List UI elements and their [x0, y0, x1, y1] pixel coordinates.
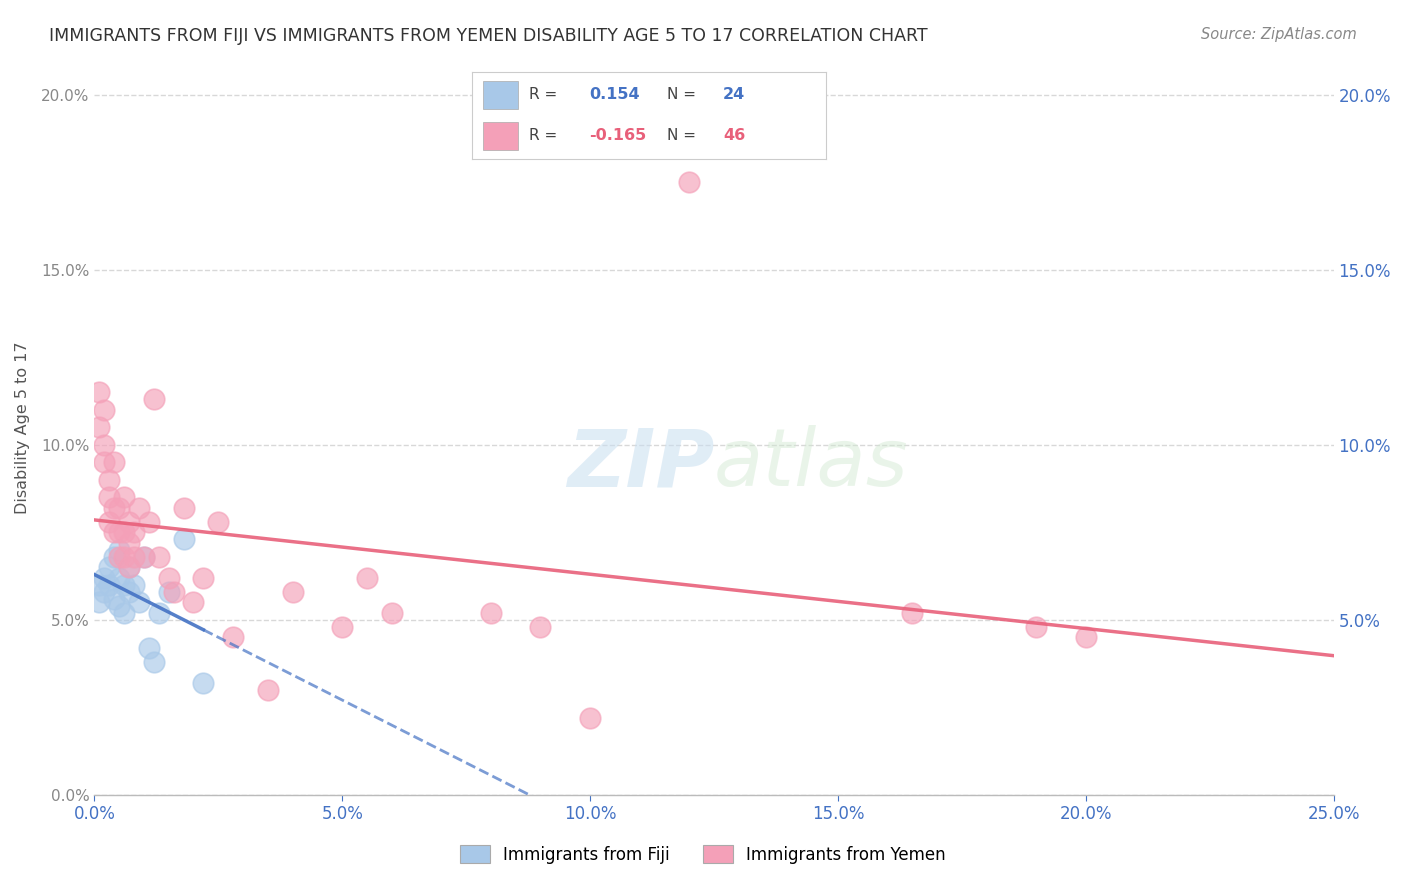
Point [529, 620, 551, 634]
Point [257, 683, 280, 698]
Point [157, 571, 180, 585]
Point [108, 599, 131, 613]
Point [142, 392, 165, 407]
Point [103, 549, 125, 564]
Point [207, 515, 229, 529]
Point [138, 515, 160, 529]
Point [901, 606, 924, 620]
Point [89, 420, 111, 434]
Point [1025, 620, 1047, 634]
Point [356, 571, 378, 585]
Point [138, 640, 160, 655]
Point [122, 549, 145, 564]
Point [157, 585, 180, 599]
Text: ZIP: ZIP [567, 425, 714, 503]
Point [173, 533, 195, 547]
Point [93, 585, 115, 599]
Point [108, 525, 131, 540]
Point [98, 578, 121, 592]
Point [118, 560, 141, 574]
Point [89, 578, 111, 592]
Point [173, 500, 195, 515]
Point [479, 606, 502, 620]
Point [163, 585, 186, 599]
Point [93, 571, 115, 585]
Point [1074, 631, 1097, 645]
Text: IMMIGRANTS FROM FIJI VS IMMIGRANTS FROM YEMEN DISABILITY AGE 5 TO 17 CORRELATION: IMMIGRANTS FROM FIJI VS IMMIGRANTS FROM … [49, 27, 928, 45]
Point [381, 606, 404, 620]
Y-axis label: Disability Age 5 to 17: Disability Age 5 to 17 [15, 341, 30, 514]
Point [112, 525, 135, 540]
Point [103, 455, 125, 469]
Point [193, 676, 215, 690]
Point [193, 571, 215, 585]
Point [330, 620, 353, 634]
Point [103, 500, 125, 515]
Point [128, 595, 150, 609]
Point [108, 549, 131, 564]
Point [122, 578, 145, 592]
Point [183, 595, 205, 609]
Point [98, 560, 121, 574]
Point [118, 515, 141, 529]
Point [103, 525, 125, 540]
Point [118, 585, 141, 599]
Point [93, 455, 115, 469]
Point [118, 536, 141, 550]
Point [132, 549, 155, 564]
Point [132, 549, 155, 564]
Point [112, 578, 135, 592]
Point [222, 631, 245, 645]
Point [579, 711, 602, 725]
Point [142, 655, 165, 669]
Text: Source: ZipAtlas.com: Source: ZipAtlas.com [1201, 27, 1357, 42]
Point [112, 606, 135, 620]
Point [98, 491, 121, 505]
Point [93, 438, 115, 452]
Text: atlas: atlas [714, 425, 908, 503]
Point [122, 525, 145, 540]
Point [148, 606, 170, 620]
Point [108, 542, 131, 557]
Point [678, 175, 700, 189]
Point [148, 549, 170, 564]
Point [98, 473, 121, 487]
Point [89, 385, 111, 400]
Point [89, 595, 111, 609]
Legend: Immigrants from Fiji, Immigrants from Yemen: Immigrants from Fiji, Immigrants from Ye… [453, 838, 953, 871]
Point [108, 571, 131, 585]
Point [103, 591, 125, 606]
Point [93, 402, 115, 417]
Point [108, 500, 131, 515]
Point [128, 500, 150, 515]
Point [112, 549, 135, 564]
Point [98, 515, 121, 529]
Point [281, 585, 304, 599]
Point [118, 560, 141, 574]
Point [112, 491, 135, 505]
